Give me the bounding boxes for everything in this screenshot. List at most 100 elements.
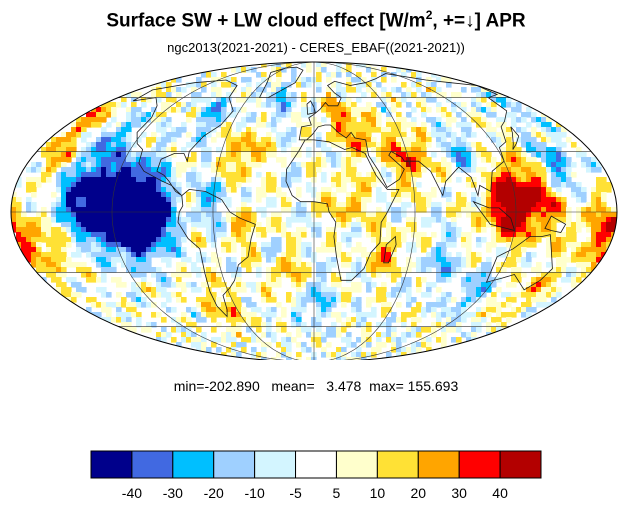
field-cell [251, 67, 257, 73]
field-cell [446, 322, 457, 328]
field-cell [91, 252, 122, 258]
field-cell [441, 297, 447, 303]
field-cell [266, 322, 272, 328]
field-cell [436, 87, 442, 93]
field-cell [486, 192, 492, 198]
field-cell [86, 297, 97, 303]
field-cell [281, 272, 287, 278]
field-cell [356, 272, 362, 278]
field-cell [331, 202, 337, 208]
field-cell [216, 177, 222, 183]
field-cell [506, 242, 512, 248]
field-cell [506, 317, 512, 323]
field-cell [191, 207, 202, 213]
field-cell [326, 232, 337, 238]
field-cell [556, 237, 562, 243]
field-cell [71, 232, 77, 238]
field-cell [471, 252, 477, 258]
field-cell [246, 92, 252, 98]
field-cell [556, 162, 567, 168]
field-cell [426, 92, 432, 98]
field-cell [471, 132, 477, 138]
field-cell [256, 252, 262, 258]
field-cell [391, 197, 402, 203]
field-cell [271, 112, 277, 118]
field-cell [226, 162, 237, 168]
field-cell [476, 217, 482, 223]
field-cell [381, 302, 392, 308]
field-cell [291, 77, 297, 83]
field-cell [476, 107, 482, 113]
field-cell [371, 72, 377, 78]
field-cell [236, 127, 242, 133]
field-cell [526, 172, 537, 178]
field-cell [481, 272, 487, 278]
field-cell [196, 172, 202, 178]
field-cell [96, 147, 107, 153]
field-cell [341, 262, 352, 268]
field-cell [411, 142, 427, 148]
field-cell [546, 167, 552, 173]
field-cell [346, 112, 352, 118]
field-cell [371, 182, 377, 188]
field-cell [256, 337, 262, 343]
field-cell [601, 212, 617, 218]
field-cell [281, 67, 287, 73]
field-cell [581, 217, 587, 223]
field-cell [481, 172, 502, 178]
field-cell [521, 312, 527, 318]
field-cell [266, 147, 277, 153]
field-cell [256, 187, 267, 193]
field-cell [11, 202, 22, 208]
field-cell [501, 137, 507, 143]
field-cell [541, 212, 547, 218]
field-cell [161, 337, 167, 343]
field-cell [476, 167, 487, 173]
field-cell [166, 177, 172, 183]
field-cell [361, 322, 367, 328]
field-cell [361, 112, 372, 118]
field-cell [281, 347, 287, 353]
field-cell [186, 282, 192, 288]
field-cell [516, 157, 522, 163]
field-cell [576, 182, 582, 188]
field-cell [201, 347, 207, 353]
field-cell [261, 357, 267, 360]
field-cell [341, 172, 347, 178]
field-cell [571, 277, 577, 283]
field-cell [36, 167, 42, 173]
field-cell [406, 292, 412, 298]
field-cell [281, 312, 287, 318]
field-cell [91, 162, 97, 168]
field-cell [246, 282, 257, 288]
field-cell [436, 167, 442, 173]
field-cell [576, 277, 582, 283]
field-cell [171, 307, 177, 313]
field-cell [271, 127, 277, 133]
field-cell [36, 182, 42, 188]
field-cell [431, 332, 437, 338]
field-cell [166, 167, 172, 173]
field-cell [56, 287, 62, 293]
field-cell [486, 157, 492, 163]
field-cell [186, 177, 197, 183]
field-cell [66, 257, 72, 263]
field-cell [151, 322, 157, 328]
field-cell [351, 322, 357, 328]
field-cell [511, 102, 517, 108]
field-cell [301, 77, 307, 83]
field-cell [226, 292, 237, 298]
field-cell [96, 157, 102, 163]
field-cell [461, 132, 467, 138]
longitude-line [313, 62, 517, 360]
field-cell [101, 242, 107, 248]
field-cell [356, 72, 362, 78]
field-cell [176, 127, 187, 133]
field-cell [501, 222, 522, 228]
field-cell [556, 287, 562, 293]
field-cell [91, 257, 97, 263]
field-cell [221, 117, 227, 123]
field-cell [61, 197, 67, 203]
field-cell [346, 122, 372, 128]
field-cell [421, 242, 432, 248]
